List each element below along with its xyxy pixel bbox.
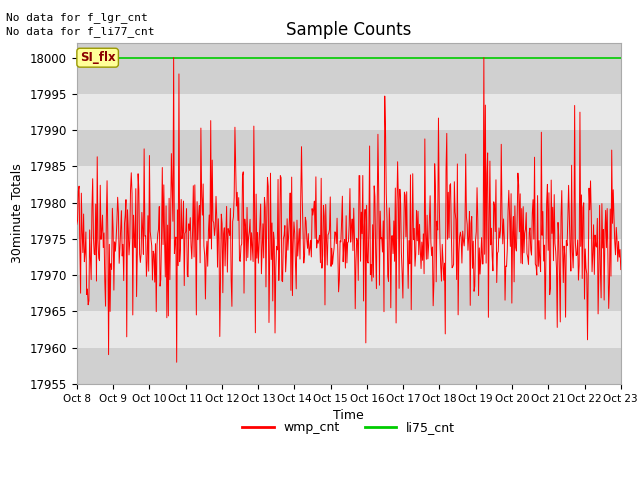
- Text: SI_flx: SI_flx: [80, 51, 115, 64]
- Bar: [77, 58, 621, 94]
- Bar: [77, 130, 621, 167]
- Y-axis label: 30minute Totals: 30minute Totals: [11, 164, 24, 264]
- Bar: [77, 348, 621, 384]
- Title: Sample Counts: Sample Counts: [286, 21, 412, 39]
- Text: No data for f_li77_cnt: No data for f_li77_cnt: [6, 26, 155, 37]
- Text: No data for f_lgr_cnt: No data for f_lgr_cnt: [6, 12, 148, 23]
- Bar: [77, 239, 621, 275]
- Bar: [77, 203, 621, 239]
- Bar: [77, 94, 621, 130]
- Legend: wmp_cnt, li75_cnt: wmp_cnt, li75_cnt: [237, 416, 460, 439]
- Bar: [77, 275, 621, 312]
- Bar: [77, 312, 621, 348]
- Bar: [77, 167, 621, 203]
- X-axis label: Time: Time: [333, 409, 364, 422]
